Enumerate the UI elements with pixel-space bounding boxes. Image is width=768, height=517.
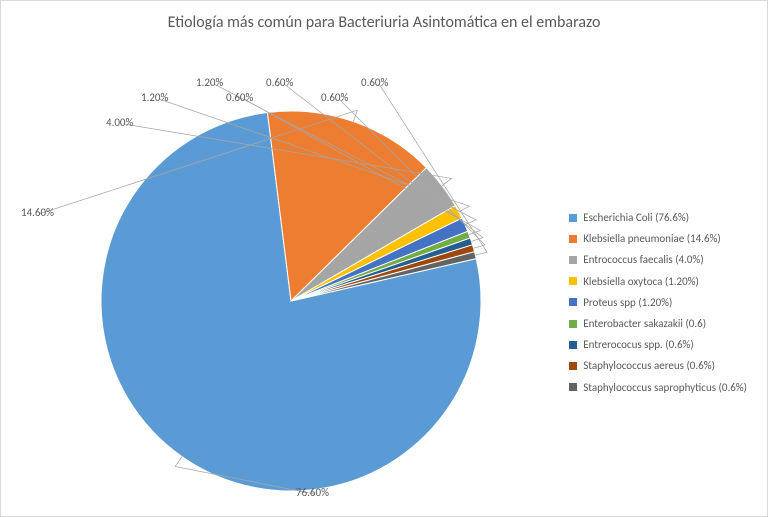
data-label: 14.60% — [21, 206, 54, 219]
legend-swatch — [569, 214, 577, 222]
legend-item: Staphylococcus aereus (0.6%) — [569, 359, 747, 372]
legend-label: Escherichia Coli (76.6%) — [583, 211, 689, 224]
legend-label: Klebsiella oxytoca (1.20%) — [583, 275, 699, 288]
legend-label: Staphylococcus saprophyticus (0.6%) — [583, 381, 747, 394]
legend-swatch — [569, 341, 577, 349]
legend-item: Escherichia Coli (76.6%) — [569, 211, 747, 224]
pie-svg — [31, 76, 531, 501]
legend: Escherichia Coli (76.6%) Klebsiella pneum… — [569, 211, 747, 402]
legend-swatch — [569, 298, 577, 306]
legend-label: Proteus spp (1.20%) — [583, 296, 672, 309]
data-label: 0.60% — [361, 76, 388, 89]
legend-label: Enterobacter sakazakii (0.6) — [583, 317, 706, 330]
legend-item: Proteus spp (1.20%) — [569, 296, 747, 309]
legend-swatch — [569, 362, 577, 370]
legend-swatch — [569, 277, 577, 285]
data-label: 0.60% — [266, 76, 293, 89]
data-label: 0.60% — [226, 91, 253, 104]
legend-swatch — [569, 320, 577, 328]
legend-item: Entrerococus spp. (0.6%) — [569, 338, 747, 351]
legend-swatch — [569, 256, 577, 264]
pie-chart-container: Etiología más común para Bacteriuria Asi… — [0, 0, 768, 517]
data-label: 0.60% — [321, 91, 348, 104]
plot-area: 76.60%14.60%4.00%1.20%1.20%0.60%0.60%0.6… — [31, 76, 531, 501]
legend-item: Klebsiella pneumoniae (14.6%) — [569, 232, 747, 245]
data-label: 76.60% — [296, 486, 329, 499]
legend-label: Klebsiella pneumoniae (14.6%) — [583, 232, 721, 245]
legend-item: Klebsiella oxytoca (1.20%) — [569, 275, 747, 288]
data-label: 1.20% — [141, 91, 168, 104]
legend-swatch — [569, 383, 577, 391]
legend-item: Staphylococcus saprophyticus (0.6%) — [569, 381, 747, 394]
data-label: 1.20% — [196, 76, 223, 89]
data-label: 4.00% — [106, 116, 133, 129]
chart-title: Etiología más común para Bacteriuria Asi… — [1, 13, 767, 34]
legend-item: Entrococcus faecalis (4.0%) — [569, 253, 747, 266]
legend-swatch — [569, 235, 577, 243]
legend-item: Enterobacter sakazakii (0.6) — [569, 317, 747, 330]
legend-label: Staphylococcus aereus (0.6%) — [583, 359, 715, 372]
legend-label: Entrococcus faecalis (4.0%) — [583, 253, 703, 266]
legend-label: Entrerococus spp. (0.6%) — [583, 338, 694, 351]
